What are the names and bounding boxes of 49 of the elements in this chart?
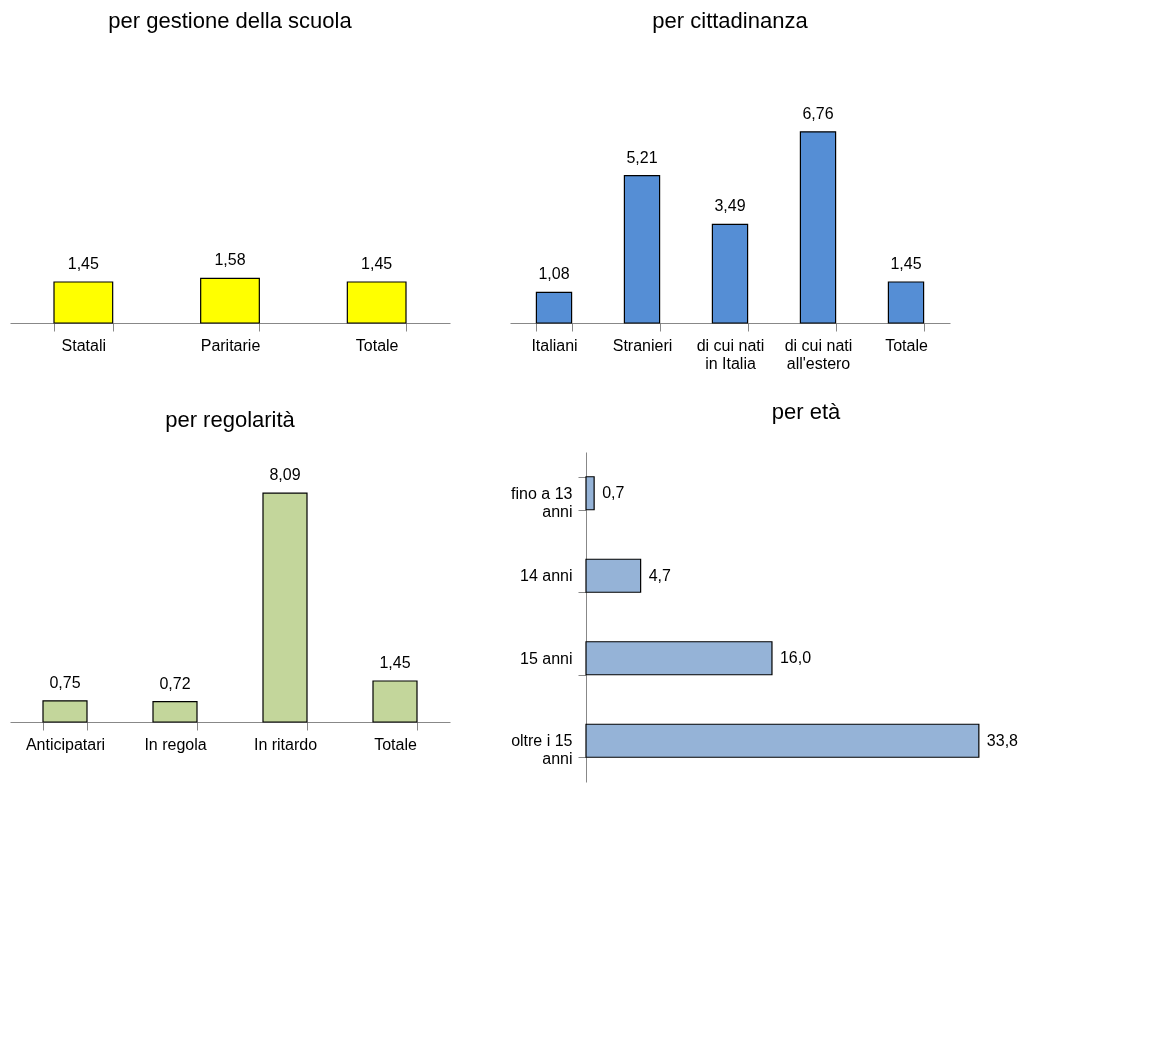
bar (887, 281, 925, 324)
y-tick-label: 15 anni (520, 649, 573, 667)
bar (585, 723, 980, 758)
chart-title: per cittadinanza (652, 8, 809, 33)
x-tick-label: Anticipatari (25, 735, 106, 753)
x-tick-label: Statali (61, 336, 107, 354)
data-label: 1,08 (538, 265, 570, 283)
data-label: 6,76 (802, 104, 834, 122)
x-tick-label: Italiani (531, 336, 578, 354)
data-label: 0,7 (602, 484, 625, 502)
data-label: 5,21 (626, 148, 658, 166)
data-label: 33,8 (986, 731, 1019, 749)
x-tick-label: Paritarie (200, 336, 261, 354)
data-label: 1,45 (67, 254, 100, 272)
data-label: 3,49 (714, 197, 746, 215)
data-label: 1,45 (890, 254, 922, 272)
data-label: 1,45 (361, 254, 393, 272)
data-label: 16,0 (779, 649, 812, 667)
x-tick-label: Totale (355, 336, 399, 354)
bar (711, 223, 749, 324)
bar (535, 291, 573, 324)
x-tick-label: di cui nati all'estero (784, 336, 853, 372)
bar (152, 701, 198, 723)
bar (42, 700, 88, 723)
bar (585, 558, 642, 593)
bar (262, 492, 308, 723)
x-tick-label: In ritardo (253, 735, 318, 753)
bar (585, 476, 595, 511)
x-tick-label: di cui nati in Italia (696, 336, 765, 372)
chart-title: per regolarità (165, 407, 296, 432)
bar (623, 175, 661, 324)
data-label: 1,45 (379, 653, 411, 671)
x-tick-label: Totale (885, 336, 928, 354)
y-tick-label: oltre i 15 anni (511, 732, 573, 768)
data-label: 0,75 (49, 673, 81, 691)
bar (372, 680, 418, 723)
bar (799, 131, 837, 324)
bar (585, 641, 773, 676)
chart-title: per età (771, 399, 842, 424)
x-tick-label: Stranieri (612, 336, 673, 354)
data-label: 1,58 (214, 251, 246, 269)
y-tick-label: fino a 13 anni (511, 484, 573, 520)
x-tick-label: Totale (374, 735, 417, 753)
y-tick-label: 14 anni (520, 567, 573, 585)
x-tick-label: In regola (144, 735, 207, 753)
data-label: 0,72 (159, 674, 191, 692)
data-label: 8,09 (269, 466, 301, 484)
data-label: 4,7 (648, 566, 671, 584)
chart-title: per gestione della scuola (108, 8, 353, 33)
